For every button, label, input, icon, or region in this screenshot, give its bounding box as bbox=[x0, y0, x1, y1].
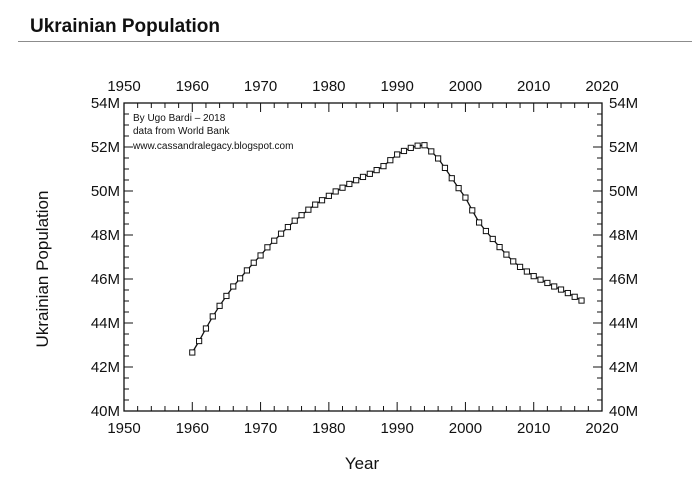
y-tick-label-right: 44M bbox=[609, 315, 638, 332]
y-tick-label-right: 48M bbox=[609, 227, 638, 244]
x-tick-label-bottom: 1990 bbox=[380, 420, 413, 437]
data-point bbox=[571, 293, 578, 300]
data-point bbox=[196, 337, 203, 345]
data-point bbox=[564, 289, 571, 297]
data-point bbox=[414, 142, 421, 149]
data-point bbox=[557, 286, 565, 293]
y-tick-label-left: 46M bbox=[91, 271, 120, 288]
data-point bbox=[435, 155, 442, 162]
data-point bbox=[202, 325, 210, 332]
data-point bbox=[209, 313, 216, 320]
website-annotation: www.cassandralegacy.blogspot.com bbox=[132, 141, 293, 152]
y-tick-label-left: 54M bbox=[91, 95, 120, 112]
data-point bbox=[380, 163, 387, 170]
data-point bbox=[407, 144, 414, 151]
y-tick-label-left: 40M bbox=[91, 403, 120, 420]
data-point bbox=[312, 201, 319, 208]
y-tick-label-left: 50M bbox=[91, 183, 120, 200]
x-tick-label-top: 2000 bbox=[449, 78, 482, 95]
data-point bbox=[428, 148, 435, 155]
data-point bbox=[318, 197, 326, 204]
x-tick-label-bottom: 1960 bbox=[176, 420, 209, 437]
data-point bbox=[469, 207, 476, 214]
data-point bbox=[230, 283, 237, 290]
x-tick-label-top: 1950 bbox=[107, 78, 140, 95]
y-axis-title: Ukrainian Population bbox=[33, 191, 52, 348]
x-tick-label-top: 2010 bbox=[517, 78, 550, 95]
x-tick-label-bottom: 1980 bbox=[312, 420, 345, 437]
y-tick-label-right: 42M bbox=[609, 359, 638, 376]
y-tick-label-right: 50M bbox=[609, 183, 638, 200]
data-point bbox=[339, 184, 346, 191]
source-annotation: data from World Bank bbox=[133, 126, 231, 137]
data-point bbox=[503, 251, 510, 258]
data-point bbox=[496, 244, 503, 251]
data-point bbox=[332, 188, 339, 195]
y-tick-label-right: 46M bbox=[609, 271, 638, 288]
x-tick-label-top: 2020 bbox=[585, 78, 618, 95]
data-point bbox=[373, 167, 380, 174]
data-point bbox=[448, 175, 455, 182]
credit-annotation: By Ugo Bardi – 2018 bbox=[133, 113, 226, 124]
data-point bbox=[305, 206, 312, 213]
data-point bbox=[387, 157, 394, 164]
data-point bbox=[394, 151, 401, 158]
data-point bbox=[291, 217, 298, 224]
data-point bbox=[257, 252, 264, 259]
x-tick-label-bottom: 2010 bbox=[517, 420, 550, 437]
x-tick-label-top: 1970 bbox=[244, 78, 277, 95]
data-point bbox=[551, 283, 558, 290]
data-point bbox=[359, 173, 367, 181]
data-point bbox=[523, 268, 530, 275]
x-tick-label-bottom: 2020 bbox=[585, 420, 618, 437]
data-point bbox=[325, 192, 332, 199]
series-line bbox=[191, 144, 582, 353]
x-axis-title: Year bbox=[345, 454, 380, 473]
y-tick-label-left: 42M bbox=[91, 359, 120, 376]
x-tick-label-bottom: 1970 bbox=[244, 420, 277, 437]
data-point bbox=[516, 263, 524, 270]
data-point bbox=[544, 279, 551, 287]
y-tick-label-left: 48M bbox=[91, 227, 120, 244]
data-point bbox=[537, 276, 544, 283]
data-point bbox=[236, 275, 244, 282]
data-point bbox=[223, 292, 230, 300]
data-point bbox=[264, 244, 271, 251]
x-tick-label-top: 1990 bbox=[380, 78, 413, 95]
data-point bbox=[578, 297, 585, 304]
data-point bbox=[366, 170, 373, 177]
data-point bbox=[462, 194, 469, 201]
y-tick-label-right: 52M bbox=[609, 139, 638, 156]
y-tick-label-right: 54M bbox=[609, 95, 638, 112]
data-point bbox=[475, 219, 483, 226]
title-divider bbox=[18, 41, 692, 42]
y-tick-label-right: 40M bbox=[609, 403, 638, 420]
data-point bbox=[489, 235, 496, 243]
x-tick-label-bottom: 1950 bbox=[107, 420, 140, 437]
data-point bbox=[250, 259, 257, 266]
data-point bbox=[510, 258, 517, 265]
data-point bbox=[277, 230, 285, 237]
page-title: Ukrainian Population bbox=[30, 16, 221, 37]
data-point bbox=[284, 223, 291, 231]
data-point bbox=[189, 349, 196, 356]
data-point bbox=[400, 147, 408, 155]
y-tick-label-left: 52M bbox=[91, 139, 120, 156]
x-tick-label-top: 1980 bbox=[312, 78, 345, 95]
x-tick-label-top: 1960 bbox=[176, 78, 209, 95]
data-point bbox=[298, 212, 305, 219]
data-point bbox=[530, 273, 537, 280]
data-point bbox=[455, 185, 462, 192]
y-tick-label-left: 44M bbox=[91, 315, 120, 332]
data-point bbox=[243, 267, 251, 274]
data-point bbox=[346, 180, 353, 188]
data-point bbox=[441, 164, 449, 172]
data-point bbox=[271, 237, 278, 244]
data-point bbox=[482, 227, 490, 235]
x-tick-label-bottom: 2000 bbox=[449, 420, 482, 437]
data-point bbox=[216, 302, 223, 309]
data-point bbox=[421, 142, 428, 149]
data-point bbox=[353, 177, 360, 184]
